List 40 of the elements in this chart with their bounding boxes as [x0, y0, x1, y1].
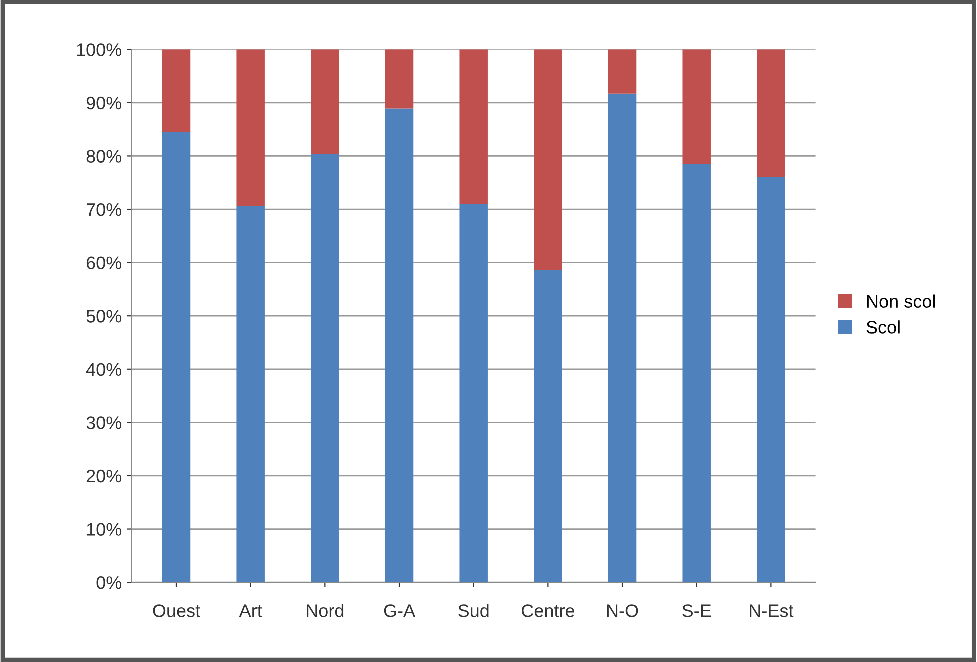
legend-label: Scol	[866, 320, 900, 334]
y-tick-label: 60%	[86, 256, 122, 270]
legend-label: Non scol	[867, 294, 936, 308]
y-tick-label: 70%	[86, 203, 122, 216]
x-tick-label: Sud	[458, 604, 489, 618]
bar	[757, 178, 786, 583]
y-tick-label: 50%	[86, 310, 122, 323]
bar	[162, 50, 191, 132]
x-tick-label: S-E	[682, 604, 712, 618]
y-tick-label: 40%	[86, 363, 122, 376]
y-tick-label: 90%	[86, 96, 122, 110]
y-tick-label: 0%	[96, 576, 122, 590]
y-tick-label: 20%	[86, 470, 122, 483]
bar	[311, 50, 340, 154]
x-tick-label: Centre	[522, 604, 574, 618]
y-tick-label: 100%	[77, 44, 122, 56]
bar	[236, 50, 265, 206]
bar	[162, 132, 191, 583]
bar	[534, 50, 562, 270]
x-tick-label: Art	[239, 604, 262, 618]
bar	[385, 50, 414, 109]
bar	[682, 164, 711, 583]
y-tick-label: 10%	[87, 523, 122, 536]
x-tick-label: G-A	[384, 604, 416, 618]
x-tick-label: Ouest	[153, 604, 200, 618]
y-tick-label: 30%	[86, 416, 122, 430]
bar	[757, 50, 786, 178]
x-tick-label: N-Est	[750, 604, 794, 618]
x-tick-label: N-O	[607, 604, 638, 618]
bar	[608, 50, 637, 94]
bar	[460, 204, 488, 583]
bar	[311, 154, 340, 583]
bar	[236, 206, 265, 583]
y-tick-label: 80%	[86, 150, 122, 163]
bar	[608, 94, 637, 583]
bar	[682, 50, 711, 164]
bar	[460, 50, 488, 204]
bar	[385, 108, 414, 583]
x-tick-label: Nord	[307, 604, 344, 618]
bar	[534, 270, 562, 583]
